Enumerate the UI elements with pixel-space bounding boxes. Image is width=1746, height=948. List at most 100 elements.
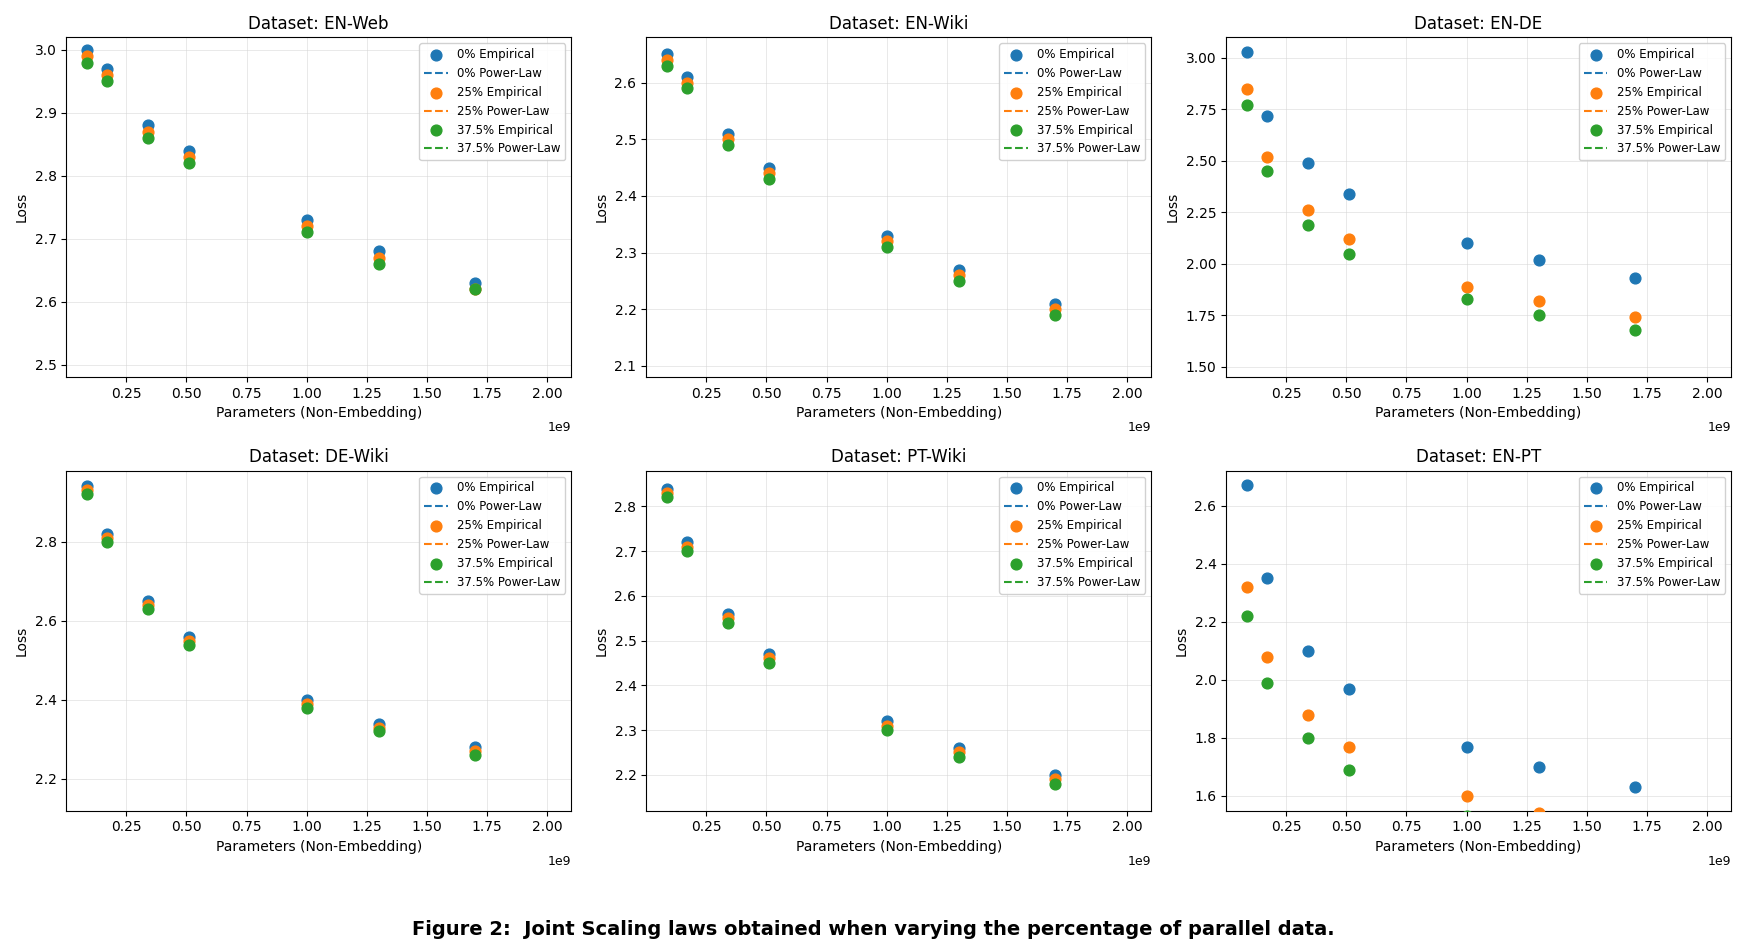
X-axis label: Parameters (Non-Embedding): Parameters (Non-Embedding) [796,840,1002,854]
0% Empirical [1453,739,1481,755]
37.5% Empirical [873,722,901,738]
0% Power-Law [1458,8,1479,19]
Legend: 0% Empirical, 0% Power-Law, 25% Empirical, 25% Power-Law, 37.5% Empirical, 37.5%: 0% Empirical, 0% Power-Law, 25% Empirica… [999,44,1145,160]
37.5% Power-Law [353,127,374,138]
0% Empirical [461,739,489,755]
Title: Dataset: EN-Wiki: Dataset: EN-Wiki [829,15,969,33]
25% Empirical [1294,203,1322,218]
37.5% Power-Law [1454,252,1475,264]
37.5% Power-Law [1697,394,1718,406]
Title: Dataset: EN-PT: Dataset: EN-PT [1416,448,1542,466]
37.5% Empirical [754,172,782,187]
Line: 25% Power-Law: 25% Power-Law [656,0,1138,198]
Y-axis label: Loss: Loss [1175,626,1189,656]
37.5% Empirical [293,701,321,716]
0% Empirical [175,143,203,158]
Line: 37.5% Power-Law: 37.5% Power-Law [1236,0,1720,405]
25% Empirical [1233,579,1261,594]
0% Power-Law [1512,63,1533,74]
0% Power-Law [1709,189,1730,200]
X-axis label: Parameters (Non-Embedding): Parameters (Non-Embedding) [1376,840,1582,854]
Text: 1e9: 1e9 [1708,421,1730,434]
25% Empirical [175,150,203,165]
25% Power-Law [1622,323,1643,335]
0% Empirical [1294,155,1322,171]
25% Empirical [93,530,120,545]
25% Power-Law [538,205,559,216]
25% Empirical [1620,823,1648,838]
0% Empirical [1453,236,1481,251]
37.5% Empirical [1233,609,1261,624]
25% Power-Law [1697,357,1718,369]
25% Empirical [1233,82,1261,97]
X-axis label: Parameters (Non-Embedding): Parameters (Non-Embedding) [1376,407,1582,421]
37.5% Empirical [1620,844,1648,859]
Text: 1e9: 1e9 [1128,421,1151,434]
37.5% Power-Law [906,85,927,97]
0% Power-Law [1622,142,1643,154]
25% Power-Law [461,176,482,188]
0% Power-Law [932,95,953,106]
0% Empirical [1334,681,1362,696]
0% Empirical [873,228,901,244]
25% Power-Law [1128,192,1149,204]
0% Power-Law [878,55,899,66]
0% Empirical [1294,643,1322,658]
25% Power-Law [548,209,569,220]
0% Empirical [293,692,321,707]
25% Empirical [674,539,702,555]
0% Empirical [93,62,120,77]
Text: Figure 2:  Joint Scaling laws obtained when varying the percentage of parallel d: Figure 2: Joint Scaling laws obtained wh… [412,920,1334,939]
37.5% Empirical [754,655,782,670]
0% Empirical [73,479,101,494]
Y-axis label: Loss: Loss [595,626,609,656]
0% Empirical [461,275,489,290]
25% Empirical [93,67,120,82]
25% Power-Law [1117,188,1138,199]
0% Power-Law [327,103,347,115]
0% Power-Law [353,119,374,131]
37.5% Empirical [1294,730,1322,745]
37.5% Empirical [134,131,162,146]
37.5% Empirical [1334,762,1362,777]
37.5% Empirical [674,543,702,558]
37.5% Power-Law [1458,254,1479,265]
25% Power-Law [1458,210,1479,222]
25% Empirical [754,651,782,666]
25% Empirical [365,250,393,265]
0% Power-Law [1697,183,1718,194]
0% Power-Law [461,173,482,184]
25% Power-Law [932,99,953,110]
25% Empirical [365,720,393,735]
25% Empirical [1041,772,1069,787]
0% Empirical [1524,759,1552,775]
25% Empirical [1524,293,1552,308]
37.5% Empirical [945,273,973,288]
37.5% Power-Law [878,64,899,75]
25% Power-Law [1512,257,1533,268]
0% Empirical [653,481,681,496]
25% Empirical [945,745,973,760]
25% Empirical [1334,739,1362,755]
37.5% Power-Law [1622,362,1643,374]
25% Power-Law [875,57,896,68]
37.5% Empirical [365,724,393,739]
25% Empirical [293,219,321,234]
X-axis label: Parameters (Non-Embedding): Parameters (Non-Embedding) [215,840,423,854]
0% Power-Law [299,82,320,94]
37.5% Power-Law [299,91,320,102]
37.5% Power-Law [548,212,569,224]
25% Power-Law [327,107,347,118]
Y-axis label: Loss: Loss [595,192,609,223]
0% Empirical [1620,779,1648,794]
37.5% Power-Law [295,88,316,100]
37.5% Power-Law [1128,196,1149,208]
25% Power-Law [1041,157,1062,169]
Title: Dataset: PT-Wiki: Dataset: PT-Wiki [831,448,966,466]
0% Empirical [365,716,393,731]
37.5% Power-Law [538,209,559,220]
25% Empirical [461,743,489,758]
25% Empirical [873,233,901,248]
0% Empirical [293,212,321,228]
0% Empirical [714,126,742,141]
